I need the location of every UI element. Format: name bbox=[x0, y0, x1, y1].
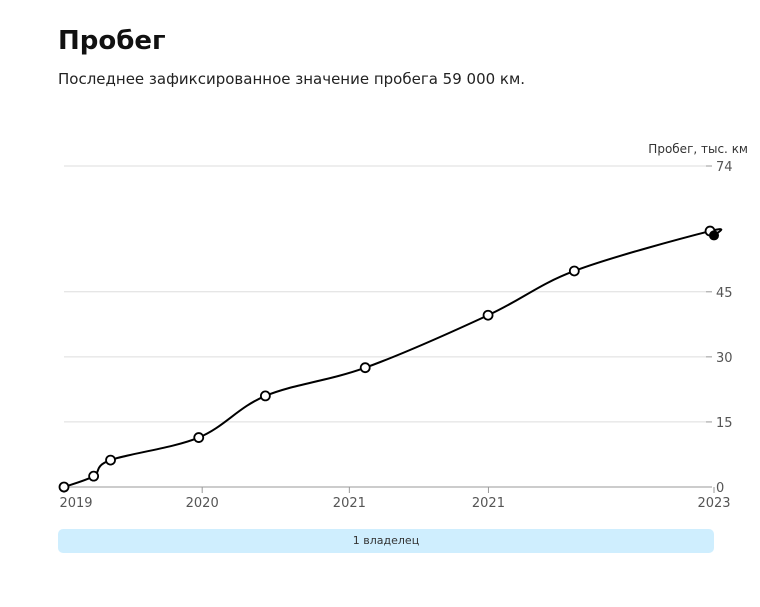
owner-period-bar[interactable]: 1 владелец bbox=[58, 529, 714, 553]
data-point[interactable] bbox=[568, 265, 580, 277]
data-point[interactable] bbox=[105, 454, 116, 466]
page-title: Пробег bbox=[58, 26, 166, 56]
x-tick-label: 2020 bbox=[186, 496, 219, 511]
mileage-summary: Последнее зафиксированное значение пробе… bbox=[58, 70, 526, 88]
mileage-chart: 0 15 30 45 74 2019 2020 2021 2021 2023 Пробег, т… bbox=[58, 142, 748, 511]
data-point[interactable] bbox=[58, 481, 70, 493]
y-tick-label: 0 bbox=[716, 481, 724, 496]
grid-lines bbox=[64, 165, 706, 488]
data-points[interactable] bbox=[58, 225, 719, 493]
x-tick-label: 2021 bbox=[333, 496, 366, 511]
y-tick-label: 30 bbox=[716, 351, 733, 366]
x-tick-label: 2023 bbox=[697, 496, 730, 511]
x-tick-label: 2021 bbox=[472, 496, 505, 511]
y-tick-label: 45 bbox=[716, 286, 733, 301]
data-point[interactable] bbox=[259, 390, 271, 402]
y-axis-ticks: 0 15 30 45 74 bbox=[706, 160, 733, 496]
data-point[interactable] bbox=[193, 432, 205, 443]
y-axis-label: Пробег, тыс. км bbox=[648, 142, 748, 156]
x-axis-ticks: 2019 2020 2021 2021 2023 bbox=[59, 487, 731, 511]
data-point[interactable] bbox=[88, 470, 100, 482]
y-tick-label: 15 bbox=[716, 416, 733, 431]
x-tick-label: 2019 bbox=[59, 496, 92, 511]
last-data-point[interactable] bbox=[709, 230, 719, 241]
data-point[interactable] bbox=[359, 362, 371, 374]
data-point[interactable] bbox=[482, 309, 494, 321]
y-tick-label: 74 bbox=[716, 160, 733, 175]
mileage-line bbox=[63, 228, 723, 488]
owner-period-label: 1 владелец bbox=[352, 534, 420, 547]
